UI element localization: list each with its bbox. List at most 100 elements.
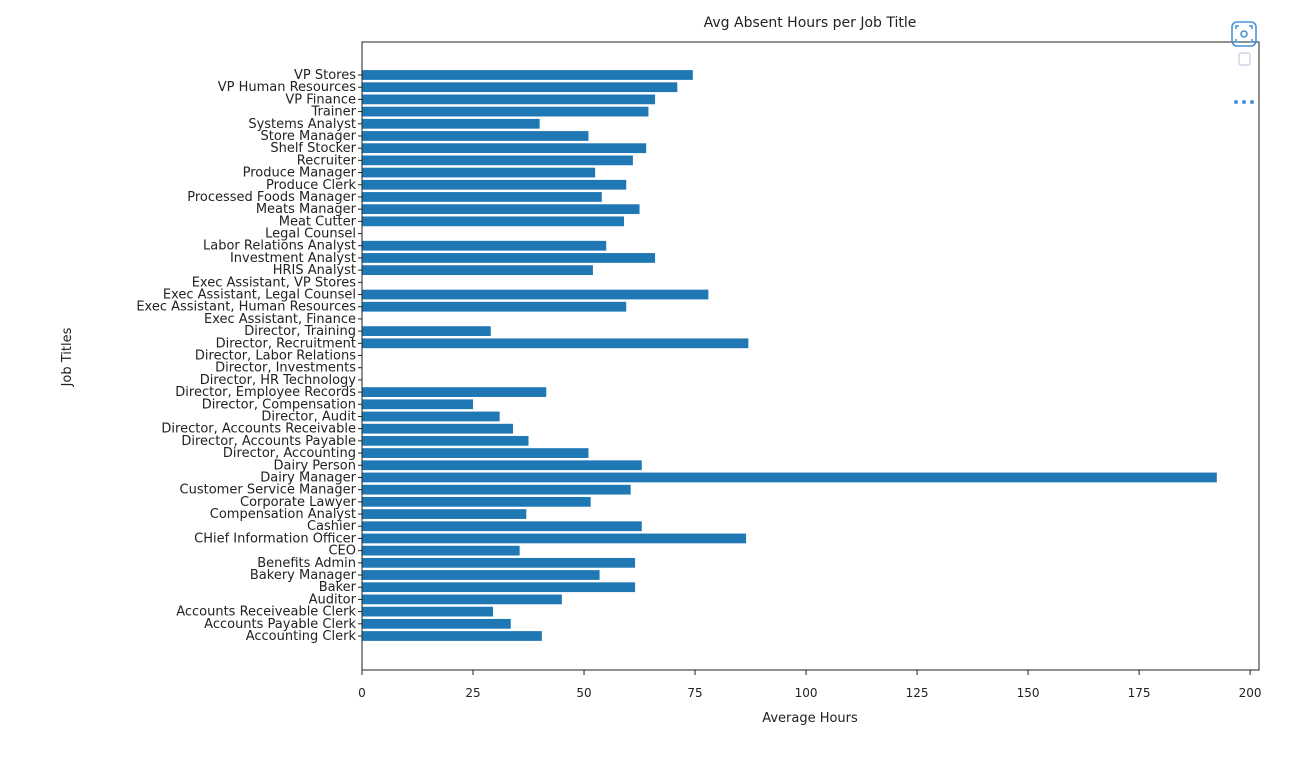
- y-tick-label: Director, Accounting: [223, 446, 356, 461]
- y-tick-label: Bakery Manager: [250, 568, 357, 583]
- chart-title: Avg Absent Hours per Job Title: [704, 15, 917, 31]
- bar: [362, 472, 1217, 483]
- copy-icon[interactable]: [1230, 44, 1258, 72]
- bar: [362, 338, 749, 349]
- y-tick-label: Dairy Person: [274, 458, 356, 473]
- y-tick-label: Systems Analyst: [248, 117, 356, 132]
- bar: [362, 94, 656, 105]
- y-tick-label: Accounting Clerk: [246, 629, 357, 644]
- y-tick-label: Processed Foods Manager: [187, 190, 356, 205]
- y-tick-label: Labor Relations Analyst: [203, 239, 356, 254]
- y-tick-label: Shelf Stocker: [270, 141, 356, 156]
- y-tick-label: Dairy Manager: [260, 470, 356, 485]
- bar: [362, 131, 589, 141]
- x-tick-label: 75: [687, 686, 702, 700]
- y-tick-label: Store Manager: [261, 129, 357, 144]
- bar: [362, 582, 636, 593]
- y-tick-label: Recruiter: [297, 153, 357, 168]
- y-tick-label: VP Human Resources: [218, 80, 356, 95]
- y-tick-label: Director, Recruitment: [216, 336, 356, 351]
- y-tick-label: VP Finance: [285, 92, 356, 107]
- bar: [362, 155, 633, 166]
- chart-toolbar: [1226, 16, 1262, 128]
- bar: [362, 448, 589, 458]
- x-tick-label: 150: [1017, 686, 1040, 700]
- y-tick-label: Customer Service Manager: [180, 483, 357, 498]
- bar: [362, 411, 500, 422]
- bar: [362, 435, 529, 446]
- more-options-icon[interactable]: [1230, 88, 1258, 116]
- bar: [362, 82, 678, 93]
- camera-icon[interactable]: [1230, 20, 1258, 48]
- bar: [362, 192, 602, 202]
- bar: [362, 618, 511, 629]
- bar: [362, 143, 647, 154]
- y-tick-label: Exec Assistant, Finance: [204, 312, 356, 327]
- bar: [362, 545, 520, 556]
- y-tick-label: Auditor: [309, 592, 357, 607]
- x-axis-label: Average Hours: [762, 711, 858, 726]
- x-tick-label: 200: [1239, 686, 1262, 700]
- x-tick-label: 25: [465, 686, 480, 700]
- y-tick-label: Accounts Payable Clerk: [204, 617, 356, 632]
- y-tick-label: Baker: [319, 580, 357, 595]
- bar: [362, 253, 656, 263]
- y-axis-label: Job Titles: [60, 327, 75, 387]
- bar: [362, 204, 640, 215]
- y-tick-label: Director, Employee Records: [175, 385, 356, 400]
- bar: [362, 167, 596, 178]
- bar: [362, 118, 540, 129]
- x-tick-label: 0: [358, 686, 366, 700]
- y-tick-label: Produce Manager: [243, 166, 357, 181]
- y-tick-label: Investment Analyst: [230, 251, 356, 266]
- bar: [362, 496, 591, 507]
- y-tick-label: Director, Compensation: [202, 397, 356, 412]
- bar: [362, 240, 607, 251]
- bar: [362, 484, 631, 495]
- y-tick-label: Benefits Admin: [257, 556, 356, 571]
- y-tick-label: CHief Information Officer: [194, 531, 357, 546]
- y-tick-label: Compensation Analyst: [210, 507, 356, 522]
- bar: [362, 289, 709, 300]
- y-tick-label: Exec Assistant, VP Stores: [192, 275, 356, 290]
- y-tick-label: CEO: [328, 544, 356, 559]
- bar: [362, 606, 493, 617]
- bar: [362, 570, 600, 580]
- y-tick-label: Meat Cutter: [279, 214, 357, 229]
- bar: [362, 216, 624, 227]
- y-tick-label: Cashier: [307, 519, 357, 534]
- y-tick-label: Director, Training: [244, 324, 356, 339]
- bar: [362, 594, 562, 605]
- y-tick-label: Director, Audit: [261, 409, 356, 424]
- y-tick-label: Trainer: [310, 105, 356, 120]
- bar: [362, 557, 636, 568]
- bar: [362, 387, 547, 397]
- bar: [362, 265, 593, 276]
- y-tick-label: HRIS Analyst: [273, 263, 356, 278]
- y-tick-label: Meats Manager: [256, 202, 357, 217]
- bar: [362, 423, 513, 434]
- bar: [362, 70, 693, 80]
- y-tick-label: Exec Assistant, Human Resources: [136, 300, 356, 315]
- y-tick-label: Corporate Lawyer: [240, 495, 357, 510]
- x-tick-label: 125: [906, 686, 929, 700]
- bar: [362, 399, 474, 410]
- bar: [362, 533, 747, 544]
- bar: [362, 460, 642, 471]
- y-tick-label: VP Stores: [294, 68, 356, 83]
- x-tick-label: 50: [576, 686, 591, 700]
- plot-frame: [361, 41, 1260, 671]
- y-tick-label: Legal Counsel: [265, 227, 356, 242]
- y-tick-label: Director, Labor Relations: [195, 349, 356, 364]
- bar: [362, 521, 642, 532]
- y-tick-label: Produce Clerk: [266, 178, 356, 193]
- bar: [362, 179, 627, 190]
- y-tick-label: Exec Assistant, Legal Counsel: [163, 288, 356, 303]
- y-tick-label: Accounts Receiveable Clerk: [176, 605, 356, 620]
- bar: [362, 106, 649, 117]
- y-tick-label: Director, HR Technology: [200, 373, 357, 388]
- bar: [362, 326, 491, 336]
